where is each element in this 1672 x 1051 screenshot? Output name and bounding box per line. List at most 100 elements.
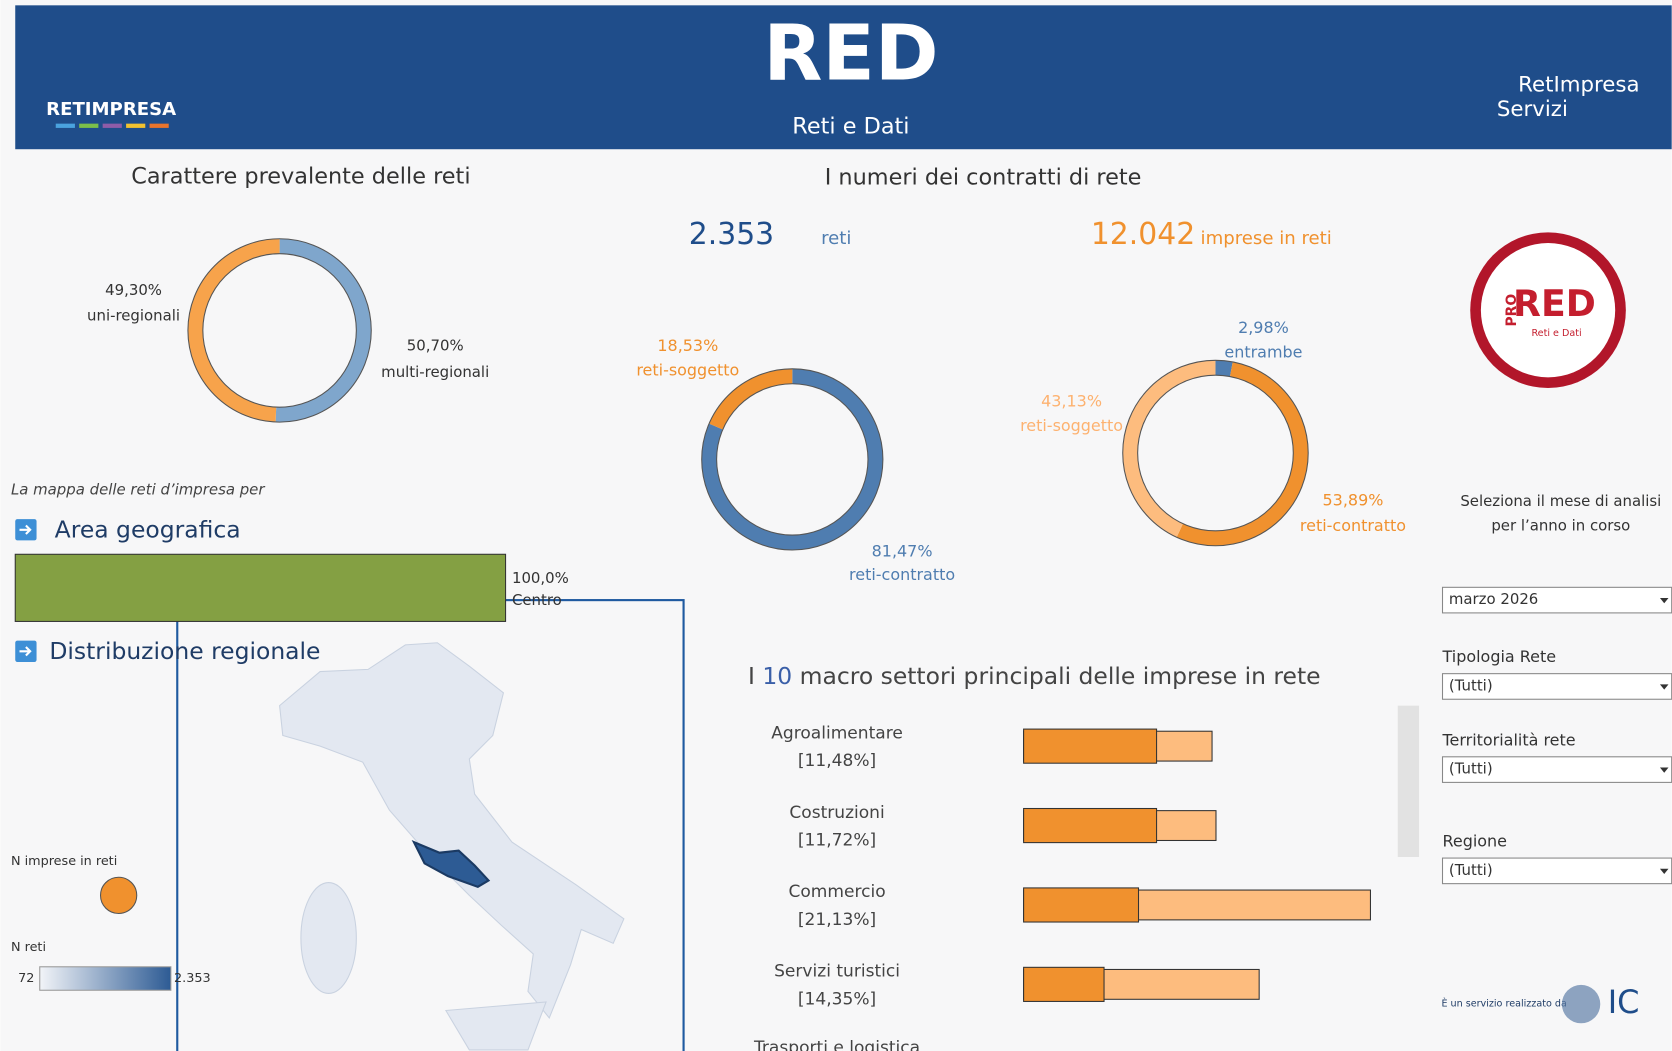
donut-outline — [1122, 359, 1309, 547]
kpi-value: 12.042 — [1091, 217, 1195, 252]
donut-outline — [1137, 374, 1294, 532]
logo-stripe — [79, 123, 99, 128]
logo-right: Servizi — [1497, 97, 1568, 122]
donut-segment — [709, 368, 793, 430]
sector-label: Servizi turistici — [774, 962, 900, 982]
donut-segment — [701, 368, 883, 551]
map-italy — [279, 642, 625, 1020]
section-title: I 10 macro settori principali delle impr… — [748, 661, 1321, 689]
dropdown-caret — [1659, 767, 1669, 773]
filter-prompt: Seleziona il mese di analisi — [1460, 492, 1661, 510]
map-sicily — [444, 1001, 547, 1051]
dropdown-caret — [1659, 684, 1669, 690]
footer-brand: IC — [1608, 983, 1640, 1021]
bar-label: Centro — [512, 591, 562, 609]
bar-value: 100,0% — [512, 569, 569, 587]
slice-value: 43,13% — [1041, 391, 1102, 410]
logo-stripe — [55, 123, 75, 128]
intro-text: La mappa delle reti d’impresa per — [11, 480, 265, 498]
sector-label: Costruzioni — [789, 803, 884, 823]
arrow-glyph — [19, 646, 32, 657]
filter-label: Territorialità rete — [1442, 730, 1576, 749]
logo-stripe — [126, 123, 146, 128]
filter-label: Regione — [1443, 832, 1508, 851]
filter-prompt: per l’anno in corso — [1491, 517, 1630, 535]
section-title: Carattere prevalente delle reti — [131, 163, 470, 189]
slice-label: multi-regionali — [381, 363, 489, 381]
dropdown-value: (Tutti) — [1449, 760, 1493, 778]
pro-label: PRO — [1504, 294, 1520, 327]
dropdown-caret — [1659, 597, 1669, 604]
pro-sub: Reti e Dati — [1531, 328, 1581, 339]
donut-segment — [1215, 360, 1233, 377]
dropdown-caret — [1659, 868, 1669, 875]
sector-bar-reti — [1023, 807, 1158, 844]
size-legend-dot — [99, 876, 138, 915]
slice-label: reti-soggetto — [636, 360, 739, 379]
sector-bar-reti — [1023, 728, 1158, 764]
section-title: I numeri dei contratti di rete — [825, 165, 1142, 191]
donut-segment — [187, 238, 280, 423]
slice-label: reti-soggetto — [1020, 416, 1123, 435]
dropdown[interactable] — [1441, 756, 1672, 783]
sector-bar-reti — [1023, 966, 1105, 1002]
sector-share: [14,35%] — [798, 989, 876, 1009]
arrow-glyph — [19, 524, 32, 535]
section-title: Area geografica — [55, 515, 241, 543]
slice-value: 50,70% — [407, 336, 464, 354]
donut-outline — [701, 368, 884, 551]
color-legend — [39, 966, 172, 991]
slice-value: 49,30% — [105, 281, 162, 299]
sector-label: Agroalimentare — [771, 723, 903, 743]
logo-center: Reti e Dati — [792, 113, 909, 139]
legend-min: 72 — [18, 971, 34, 986]
dropdown-value: (Tutti) — [1449, 861, 1493, 879]
dropdown-value: (Tutti) — [1449, 676, 1493, 694]
dropdown[interactable] — [1441, 586, 1672, 614]
kpi-unit: imprese in reti — [1201, 228, 1332, 249]
slice-value: 53,89% — [1323, 490, 1384, 509]
title-part: 10 — [755, 661, 792, 689]
donut-segment — [275, 238, 372, 423]
logo-stripe — [102, 123, 122, 128]
slice-label: uni-regionali — [87, 307, 180, 325]
slice-value: 2,98% — [1238, 318, 1289, 337]
donut-segment — [1176, 361, 1309, 546]
header-band — [15, 5, 1672, 150]
sector-share: [11,48%] — [798, 751, 876, 771]
slice-label: reti-contratto — [849, 565, 955, 584]
kpi-unit: reti — [821, 228, 851, 249]
pro-mark: RED — [1513, 282, 1596, 325]
sector-label: Trasporti e logistica — [753, 1038, 920, 1051]
title-part: I — [748, 661, 755, 689]
scrollbar — [1397, 705, 1420, 858]
dropdown[interactable] — [1441, 673, 1672, 700]
donut-outline — [202, 253, 357, 408]
slice-value: 18,53% — [657, 336, 718, 355]
logo-left: RETIMPRESA — [46, 99, 176, 120]
logo-stripe — [149, 123, 169, 128]
footer-credit: È un servizio realizzato da — [1441, 998, 1566, 1010]
slice-label: reti-contratto — [1300, 516, 1406, 535]
footer-logo-icon — [1561, 984, 1601, 1024]
dropdown-value: marzo 2026 — [1449, 590, 1538, 608]
legend-title: N imprese in reti — [11, 854, 117, 869]
area-bar — [14, 553, 507, 622]
pro-logo-face — [1480, 243, 1616, 378]
sector-share: [21,13%] — [798, 910, 876, 930]
legend-max: 2.353 — [174, 971, 211, 986]
donut-outline — [187, 238, 372, 423]
map-sardinia — [300, 882, 357, 994]
sector-bar-reti — [1023, 887, 1140, 923]
logo-center-mark: RED — [763, 10, 938, 99]
title-part: macro settori principali delle imprese i… — [792, 661, 1320, 689]
sector-share: [11,72%] — [798, 830, 876, 850]
sector-label: Commercio — [788, 882, 885, 902]
kpi-value: 2.353 — [689, 217, 774, 252]
map-lazio — [411, 839, 491, 889]
donut-segment — [1122, 360, 1216, 538]
slice-value: 81,47% — [872, 542, 933, 561]
section-title: Distribuzione regionale — [49, 637, 320, 665]
